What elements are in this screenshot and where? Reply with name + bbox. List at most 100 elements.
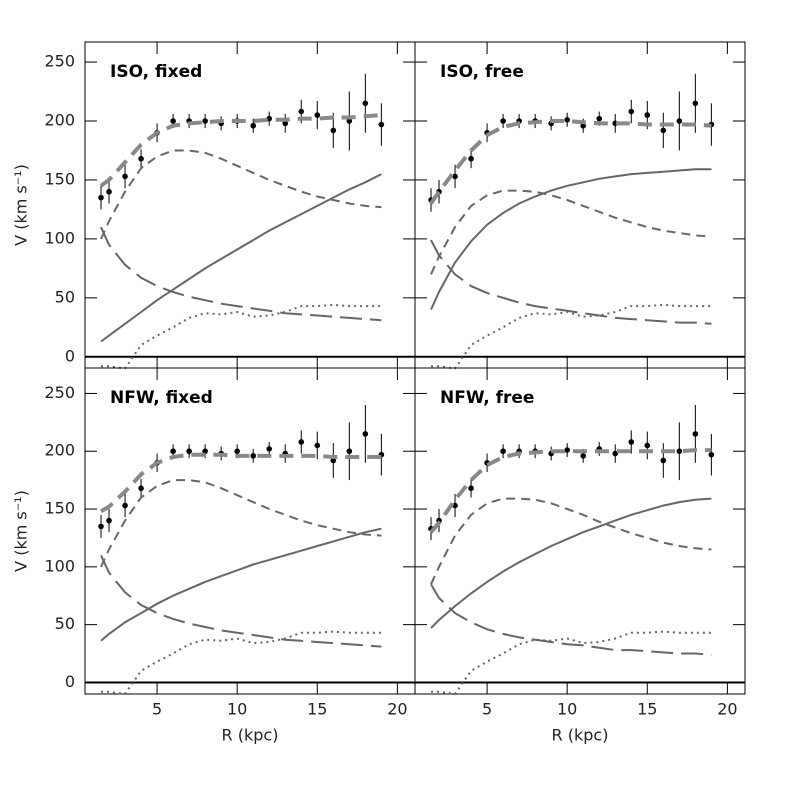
data-point (330, 127, 337, 134)
data-point (250, 453, 257, 459)
y-tick-label: 250 (44, 383, 75, 402)
model-curve (100, 226, 382, 322)
data-point (628, 439, 635, 445)
panel-title: ISO, fixed (110, 62, 202, 82)
data-point (234, 448, 240, 455)
x-tick-label: 15 (307, 700, 327, 719)
data-point (346, 448, 353, 455)
data-point (564, 117, 570, 123)
x-tick-label: 10 (227, 700, 247, 719)
y-tick-label: 0 (65, 672, 75, 691)
data-point (170, 118, 176, 124)
data-point (580, 453, 587, 459)
panel-title: ISO, free (440, 62, 524, 82)
data-point (314, 112, 321, 118)
data-point (250, 122, 257, 129)
model-curve (99, 113, 382, 188)
data-point (346, 118, 353, 124)
data-point (202, 448, 208, 455)
data-point (266, 115, 273, 122)
data-point (98, 523, 104, 530)
y-tick-label: 50 (55, 287, 75, 306)
data-point (644, 442, 651, 449)
data-point (500, 118, 506, 124)
data-point (138, 485, 144, 492)
panel-title: NFW, free (440, 388, 534, 408)
x-tick-label: 20 (717, 700, 737, 719)
model-curve (430, 168, 712, 311)
data-point (468, 485, 474, 492)
data-point (676, 118, 683, 124)
model-curve (100, 527, 382, 642)
data-point (692, 431, 699, 437)
data-point (500, 448, 506, 455)
model-curve (429, 448, 712, 534)
model-curve (430, 239, 712, 325)
y-tick-label: 50 (55, 614, 75, 633)
model-curve (101, 630, 382, 696)
data-point (452, 502, 458, 509)
model-curve (429, 119, 712, 205)
data-point (564, 447, 570, 453)
model-curve (100, 149, 382, 240)
data-point (468, 155, 474, 162)
data-point (314, 442, 321, 449)
y-tick-label: 0 (65, 346, 75, 365)
data-point (628, 108, 635, 115)
panel-frame (414, 367, 746, 695)
data-point (708, 451, 715, 458)
data-point (612, 450, 619, 457)
data-point (122, 502, 128, 509)
data-point (186, 448, 192, 455)
y-tick-label: 100 (44, 556, 75, 575)
model-curve (100, 479, 382, 568)
model-curve (430, 583, 712, 656)
y-axis-label: V (km s⁻¹) (12, 490, 31, 572)
panel-title: NFW, fixed (110, 388, 213, 408)
data-point (644, 112, 651, 118)
x-tick-label: 5 (152, 700, 162, 719)
x-tick-label: 10 (557, 700, 577, 719)
model-curve (431, 630, 712, 696)
model-curve (100, 554, 382, 648)
model-curve (430, 497, 712, 629)
data-point (660, 127, 667, 134)
model-curve (430, 497, 712, 585)
model-curve (430, 189, 712, 275)
data-point (298, 108, 305, 115)
y-tick-label: 200 (44, 441, 75, 460)
y-tick-label: 150 (44, 499, 75, 518)
x-tick-label: 5 (482, 700, 492, 719)
model-curve (431, 303, 712, 370)
y-tick-label: 250 (44, 52, 75, 71)
x-axis-label: R (kpc) (552, 726, 609, 745)
model-curve (100, 173, 382, 343)
x-tick-label: 15 (637, 700, 657, 719)
data-point (362, 431, 369, 437)
data-point (266, 446, 273, 452)
data-point (378, 121, 385, 128)
y-tick-label: 100 (44, 228, 75, 247)
data-point (692, 100, 699, 107)
data-point (660, 457, 667, 464)
data-point (282, 120, 289, 127)
y-tick-label: 200 (44, 110, 75, 129)
data-point (452, 173, 458, 180)
y-axis-label: V (km s⁻¹) (12, 164, 31, 246)
data-point (106, 517, 112, 524)
data-point (298, 439, 305, 445)
x-tick-label: 20 (387, 700, 407, 719)
data-point (676, 448, 683, 455)
data-point (106, 188, 112, 195)
model-curve (100, 452, 382, 514)
data-point (98, 194, 104, 201)
data-point (330, 457, 337, 464)
data-point (362, 100, 369, 107)
data-point (122, 173, 128, 180)
y-tick-label: 150 (44, 169, 75, 188)
data-point (202, 118, 208, 124)
x-axis-label: R (kpc) (222, 726, 279, 745)
data-point (170, 448, 176, 455)
data-point (596, 115, 603, 122)
